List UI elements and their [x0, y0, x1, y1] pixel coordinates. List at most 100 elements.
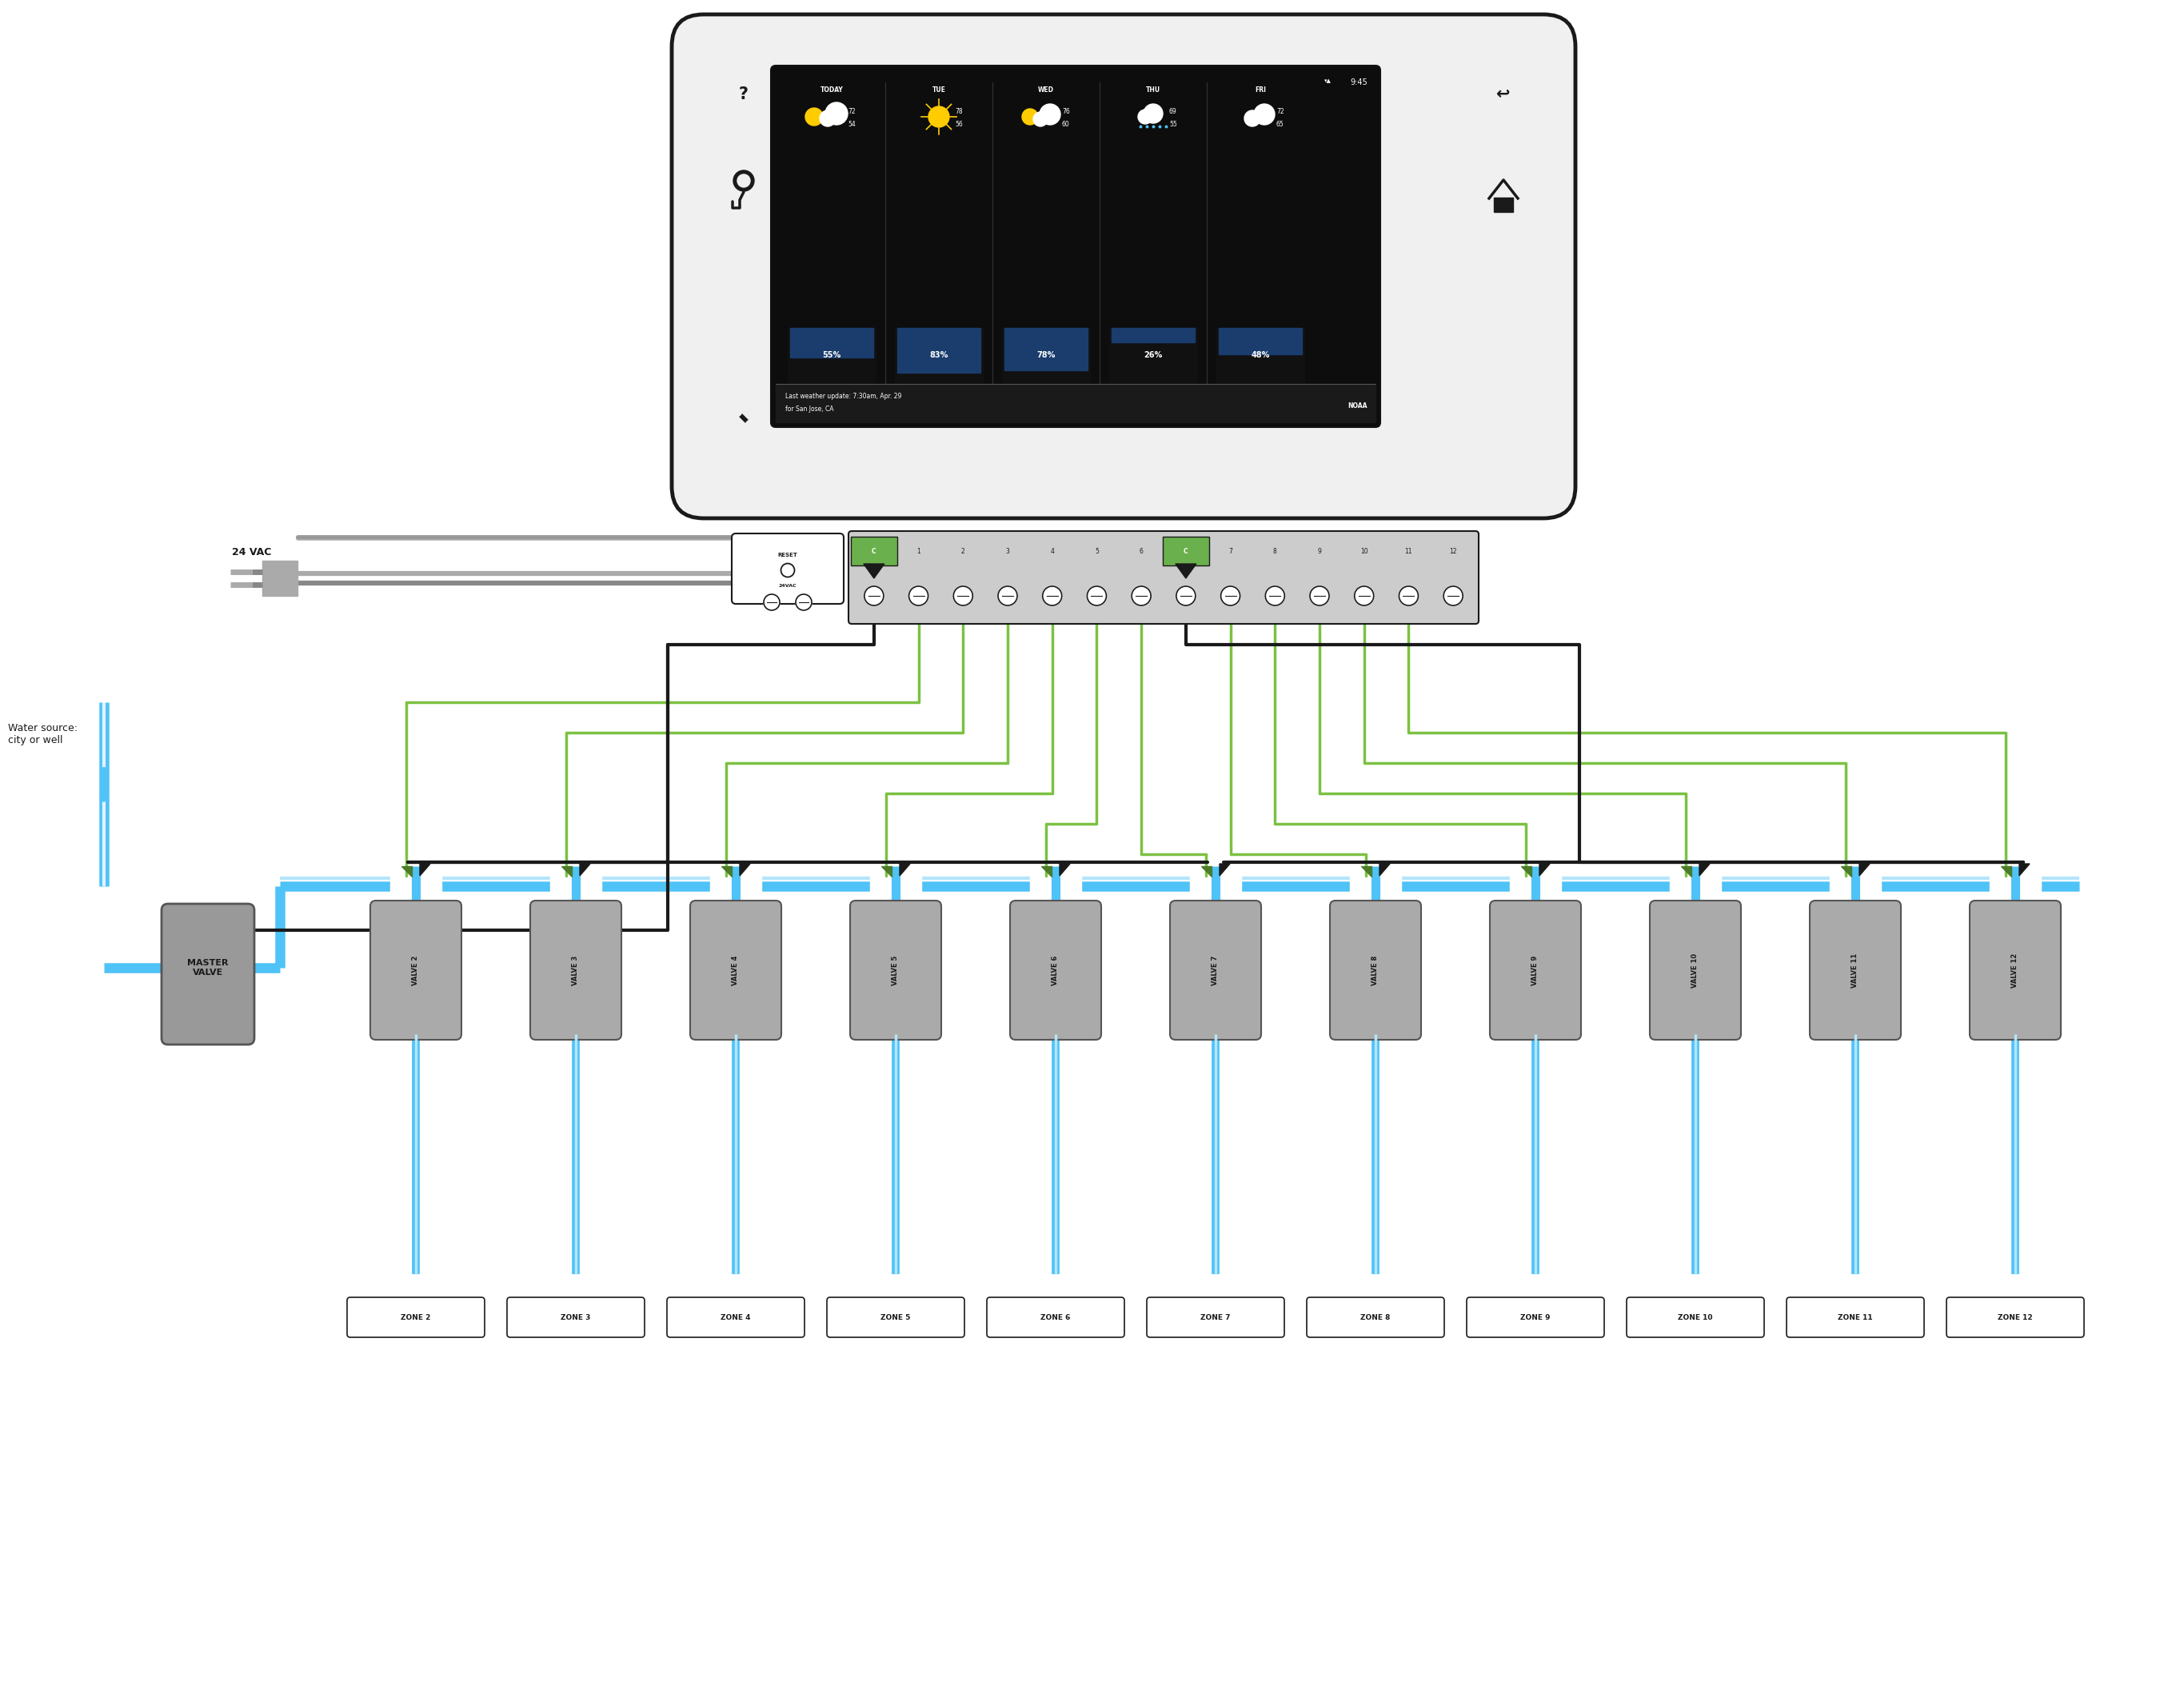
Polygon shape: [1682, 866, 1690, 877]
Text: ZONE 8: ZONE 8: [1361, 1314, 1391, 1322]
Circle shape: [1033, 112, 1048, 126]
Text: C: C: [1184, 548, 1188, 555]
Text: 54: 54: [847, 121, 856, 128]
Circle shape: [764, 594, 780, 611]
Text: 9:45: 9:45: [1350, 78, 1367, 87]
Bar: [869, 865, 922, 909]
Circle shape: [1254, 104, 1275, 124]
Text: WED: WED: [1037, 87, 1055, 94]
Text: 11: 11: [1404, 548, 1413, 555]
Polygon shape: [1859, 865, 1870, 877]
Text: 78: 78: [954, 107, 963, 114]
Text: VALVE 12: VALVE 12: [2011, 953, 2018, 987]
Bar: [1494, 197, 1514, 213]
Polygon shape: [900, 865, 911, 877]
FancyBboxPatch shape: [1811, 900, 1900, 1040]
Polygon shape: [1540, 865, 1551, 877]
FancyBboxPatch shape: [852, 536, 898, 565]
FancyBboxPatch shape: [732, 533, 843, 604]
FancyBboxPatch shape: [987, 1297, 1125, 1338]
Text: VALVE 9: VALVE 9: [1531, 955, 1540, 985]
FancyBboxPatch shape: [507, 1297, 644, 1338]
Polygon shape: [721, 866, 732, 877]
Circle shape: [795, 594, 812, 611]
FancyBboxPatch shape: [1787, 1297, 1924, 1338]
Text: MASTER
VALVE: MASTER VALVE: [188, 958, 229, 977]
Bar: [1190, 865, 1241, 909]
Circle shape: [1310, 585, 1330, 606]
Text: 65: 65: [1275, 121, 1284, 128]
Bar: [775, 385, 1376, 422]
Circle shape: [1042, 585, 1061, 606]
Bar: [788, 328, 876, 383]
Text: TODAY: TODAY: [821, 87, 843, 94]
Bar: [1112, 328, 1195, 342]
Text: VALVE 4: VALVE 4: [732, 955, 740, 985]
Text: 72: 72: [847, 107, 856, 114]
Circle shape: [745, 420, 762, 436]
Text: FRI: FRI: [1256, 87, 1267, 94]
Bar: [898, 328, 981, 373]
Text: 24 VAC: 24 VAC: [232, 548, 271, 558]
Text: 55: 55: [1168, 121, 1177, 128]
FancyBboxPatch shape: [690, 900, 782, 1040]
Circle shape: [725, 400, 743, 417]
Polygon shape: [561, 866, 572, 877]
Circle shape: [998, 585, 1018, 606]
Circle shape: [1265, 585, 1284, 606]
Text: ZONE 4: ZONE 4: [721, 1314, 751, 1322]
Polygon shape: [1219, 865, 1230, 877]
FancyBboxPatch shape: [1009, 900, 1101, 1040]
Text: 26%: 26%: [1144, 351, 1162, 359]
Text: 8: 8: [1273, 548, 1278, 555]
FancyBboxPatch shape: [850, 900, 941, 1040]
Circle shape: [1131, 585, 1151, 606]
Text: VALVE 7: VALVE 7: [1212, 955, 1219, 985]
Bar: [550, 865, 601, 909]
Circle shape: [826, 102, 847, 124]
Polygon shape: [1201, 866, 1212, 877]
Circle shape: [1245, 111, 1260, 126]
Text: RESET: RESET: [778, 553, 797, 558]
Text: for San Jose, CA: for San Jose, CA: [786, 405, 834, 414]
Text: VALVE 3: VALVE 3: [572, 955, 579, 985]
Bar: [1109, 328, 1197, 383]
Bar: [895, 328, 983, 383]
Bar: [1509, 865, 1562, 909]
FancyBboxPatch shape: [1946, 1297, 2084, 1338]
Text: ?: ?: [738, 87, 749, 102]
Text: ZONE 12: ZONE 12: [1998, 1314, 2033, 1322]
FancyBboxPatch shape: [347, 1297, 485, 1338]
Polygon shape: [740, 865, 749, 877]
FancyBboxPatch shape: [1147, 1297, 1284, 1338]
Text: 48%: 48%: [1251, 351, 1269, 359]
Polygon shape: [402, 866, 413, 877]
Polygon shape: [1699, 865, 1710, 877]
Text: 69: 69: [1168, 107, 1177, 114]
Text: ZONE 3: ZONE 3: [561, 1314, 590, 1322]
Text: 10: 10: [1361, 548, 1367, 555]
Circle shape: [1088, 585, 1107, 606]
Bar: [1830, 865, 1880, 909]
Bar: [1990, 865, 2040, 909]
FancyBboxPatch shape: [1468, 1297, 1605, 1338]
Text: 24VAC: 24VAC: [780, 584, 797, 589]
Text: Last weather update: 7:30am, Apr. 29: Last weather update: 7:30am, Apr. 29: [786, 393, 902, 400]
Text: 7: 7: [1227, 548, 1232, 555]
Text: VALVE 8: VALVE 8: [1372, 955, 1378, 985]
FancyBboxPatch shape: [1162, 536, 1210, 565]
FancyBboxPatch shape: [371, 900, 461, 1040]
FancyBboxPatch shape: [531, 900, 622, 1040]
FancyBboxPatch shape: [850, 531, 1479, 625]
Text: ZONE 10: ZONE 10: [1677, 1314, 1712, 1322]
Polygon shape: [1175, 563, 1197, 579]
Text: 78%: 78%: [1037, 351, 1055, 359]
Bar: [1002, 328, 1090, 383]
Text: 3: 3: [1005, 548, 1009, 555]
Text: NOAA: NOAA: [1348, 403, 1367, 410]
Text: ZONE 5: ZONE 5: [880, 1314, 911, 1322]
Polygon shape: [2001, 866, 2011, 877]
FancyBboxPatch shape: [1627, 1297, 1765, 1338]
Text: 76: 76: [1061, 107, 1070, 114]
FancyBboxPatch shape: [1171, 900, 1260, 1040]
